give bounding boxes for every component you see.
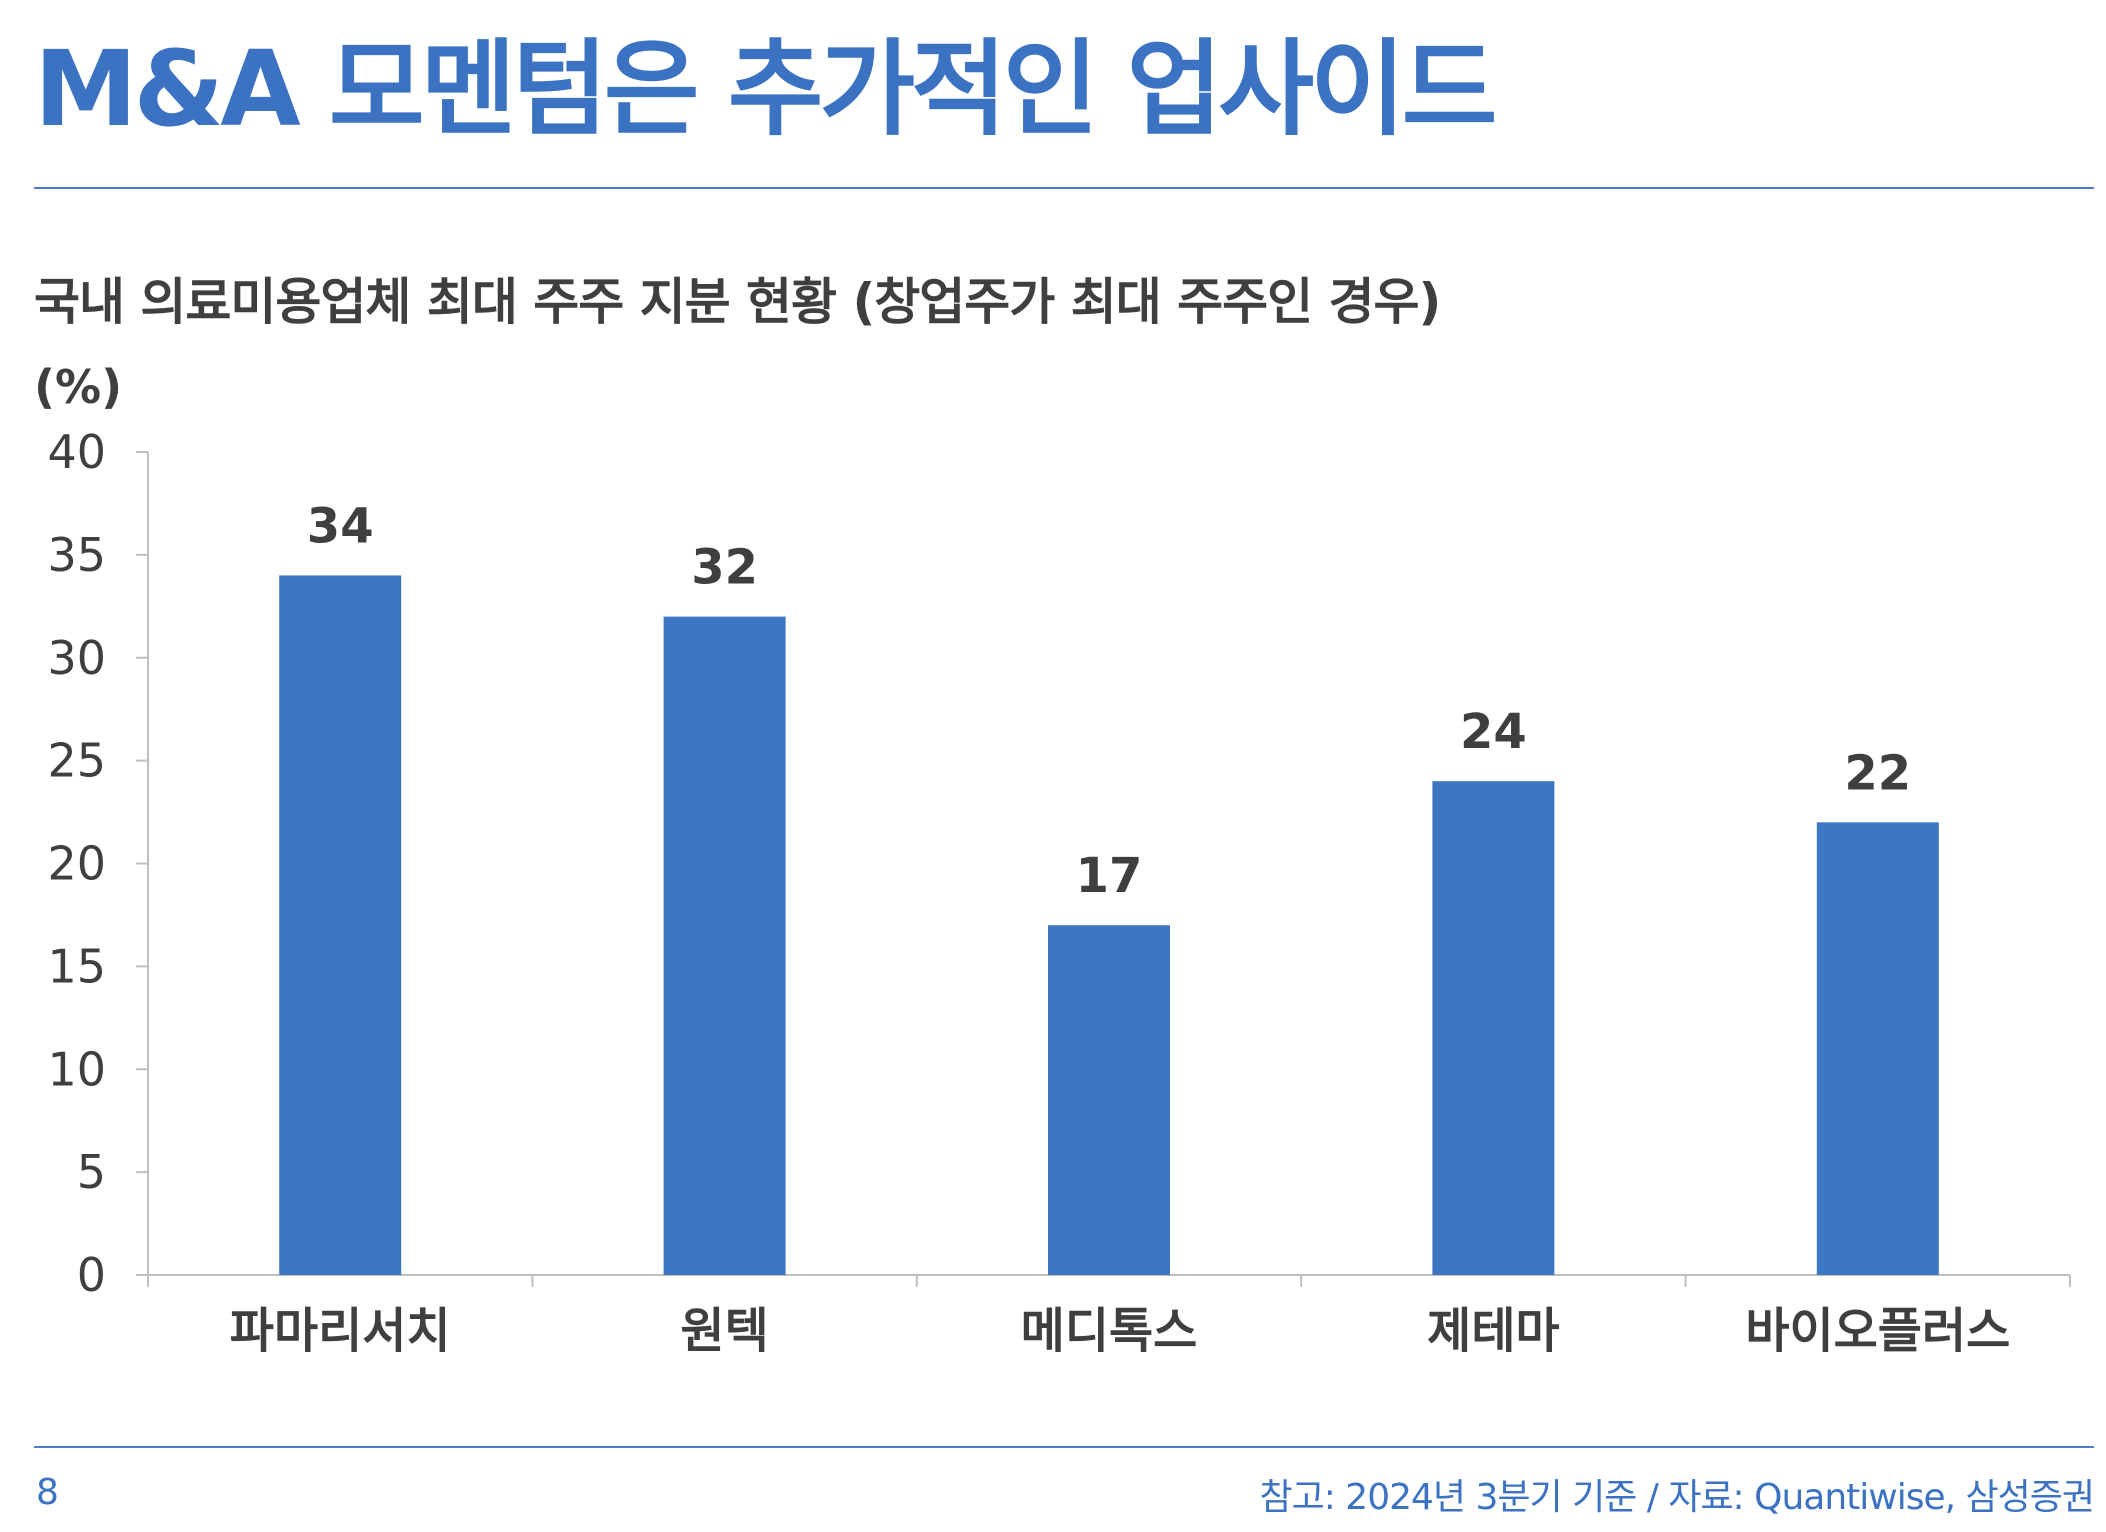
chart-title: 국내 의료미용업체 최대 주주 지분 현황 (창업주가 최대 주주인 경우) xyxy=(34,273,1441,331)
data-labels: 34 32 17 24 22 xyxy=(307,498,1911,904)
page-title: M&A 모멘텀은 추가적인 업사이드 xyxy=(34,28,1497,150)
source-note: 참고: 2024년 3분기 기준 / 자료: Quantiwise, 삼성증권 xyxy=(1259,1477,2095,1518)
y-axis-unit-label: (%) xyxy=(34,360,123,414)
x-tick-label: 메디톡스 xyxy=(1021,1303,1198,1359)
y-tick-label: 35 xyxy=(47,528,106,582)
bar xyxy=(1048,925,1170,1275)
x-tick-label: 바이오플러스 xyxy=(1745,1303,2010,1359)
bar-chart: 0 5 10 15 20 25 30 35 40 파마리서치 원텍 메디톡스 제테마 바이오플러스 34… xyxy=(47,425,2071,1359)
y-tick-label: 30 xyxy=(47,631,106,685)
data-label: 34 xyxy=(307,498,374,554)
data-label: 17 xyxy=(1076,848,1143,904)
x-tick-label: 파마리서치 xyxy=(230,1303,451,1359)
y-tick-label: 20 xyxy=(47,837,106,891)
bar-series xyxy=(279,575,1939,1275)
y-tick-label: 5 xyxy=(77,1145,106,1199)
data-label: 24 xyxy=(1460,704,1527,760)
footer-divider xyxy=(34,1446,2094,1448)
page-number: 8 xyxy=(36,1472,59,1513)
x-tick-label: 제테마 xyxy=(1427,1303,1559,1359)
x-tick-label: 원텍 xyxy=(680,1303,768,1359)
x-axis: 파마리서치 원텍 메디톡스 제테마 바이오플러스 xyxy=(147,1274,2071,1359)
data-label: 32 xyxy=(691,540,758,596)
bar xyxy=(1816,822,1939,1275)
bar xyxy=(279,575,402,1275)
y-tick-label: 0 xyxy=(77,1248,106,1302)
bar xyxy=(663,616,786,1275)
y-tick-label: 40 xyxy=(47,425,106,479)
y-tick-label: 10 xyxy=(47,1042,106,1096)
y-tick-label: 25 xyxy=(47,734,106,788)
title-divider xyxy=(34,187,2094,189)
data-label: 22 xyxy=(1844,745,1911,801)
y-tick-label: 15 xyxy=(47,939,106,993)
bar xyxy=(1432,781,1555,1275)
y-axis: 0 5 10 15 20 25 30 35 40 xyxy=(47,425,149,1302)
